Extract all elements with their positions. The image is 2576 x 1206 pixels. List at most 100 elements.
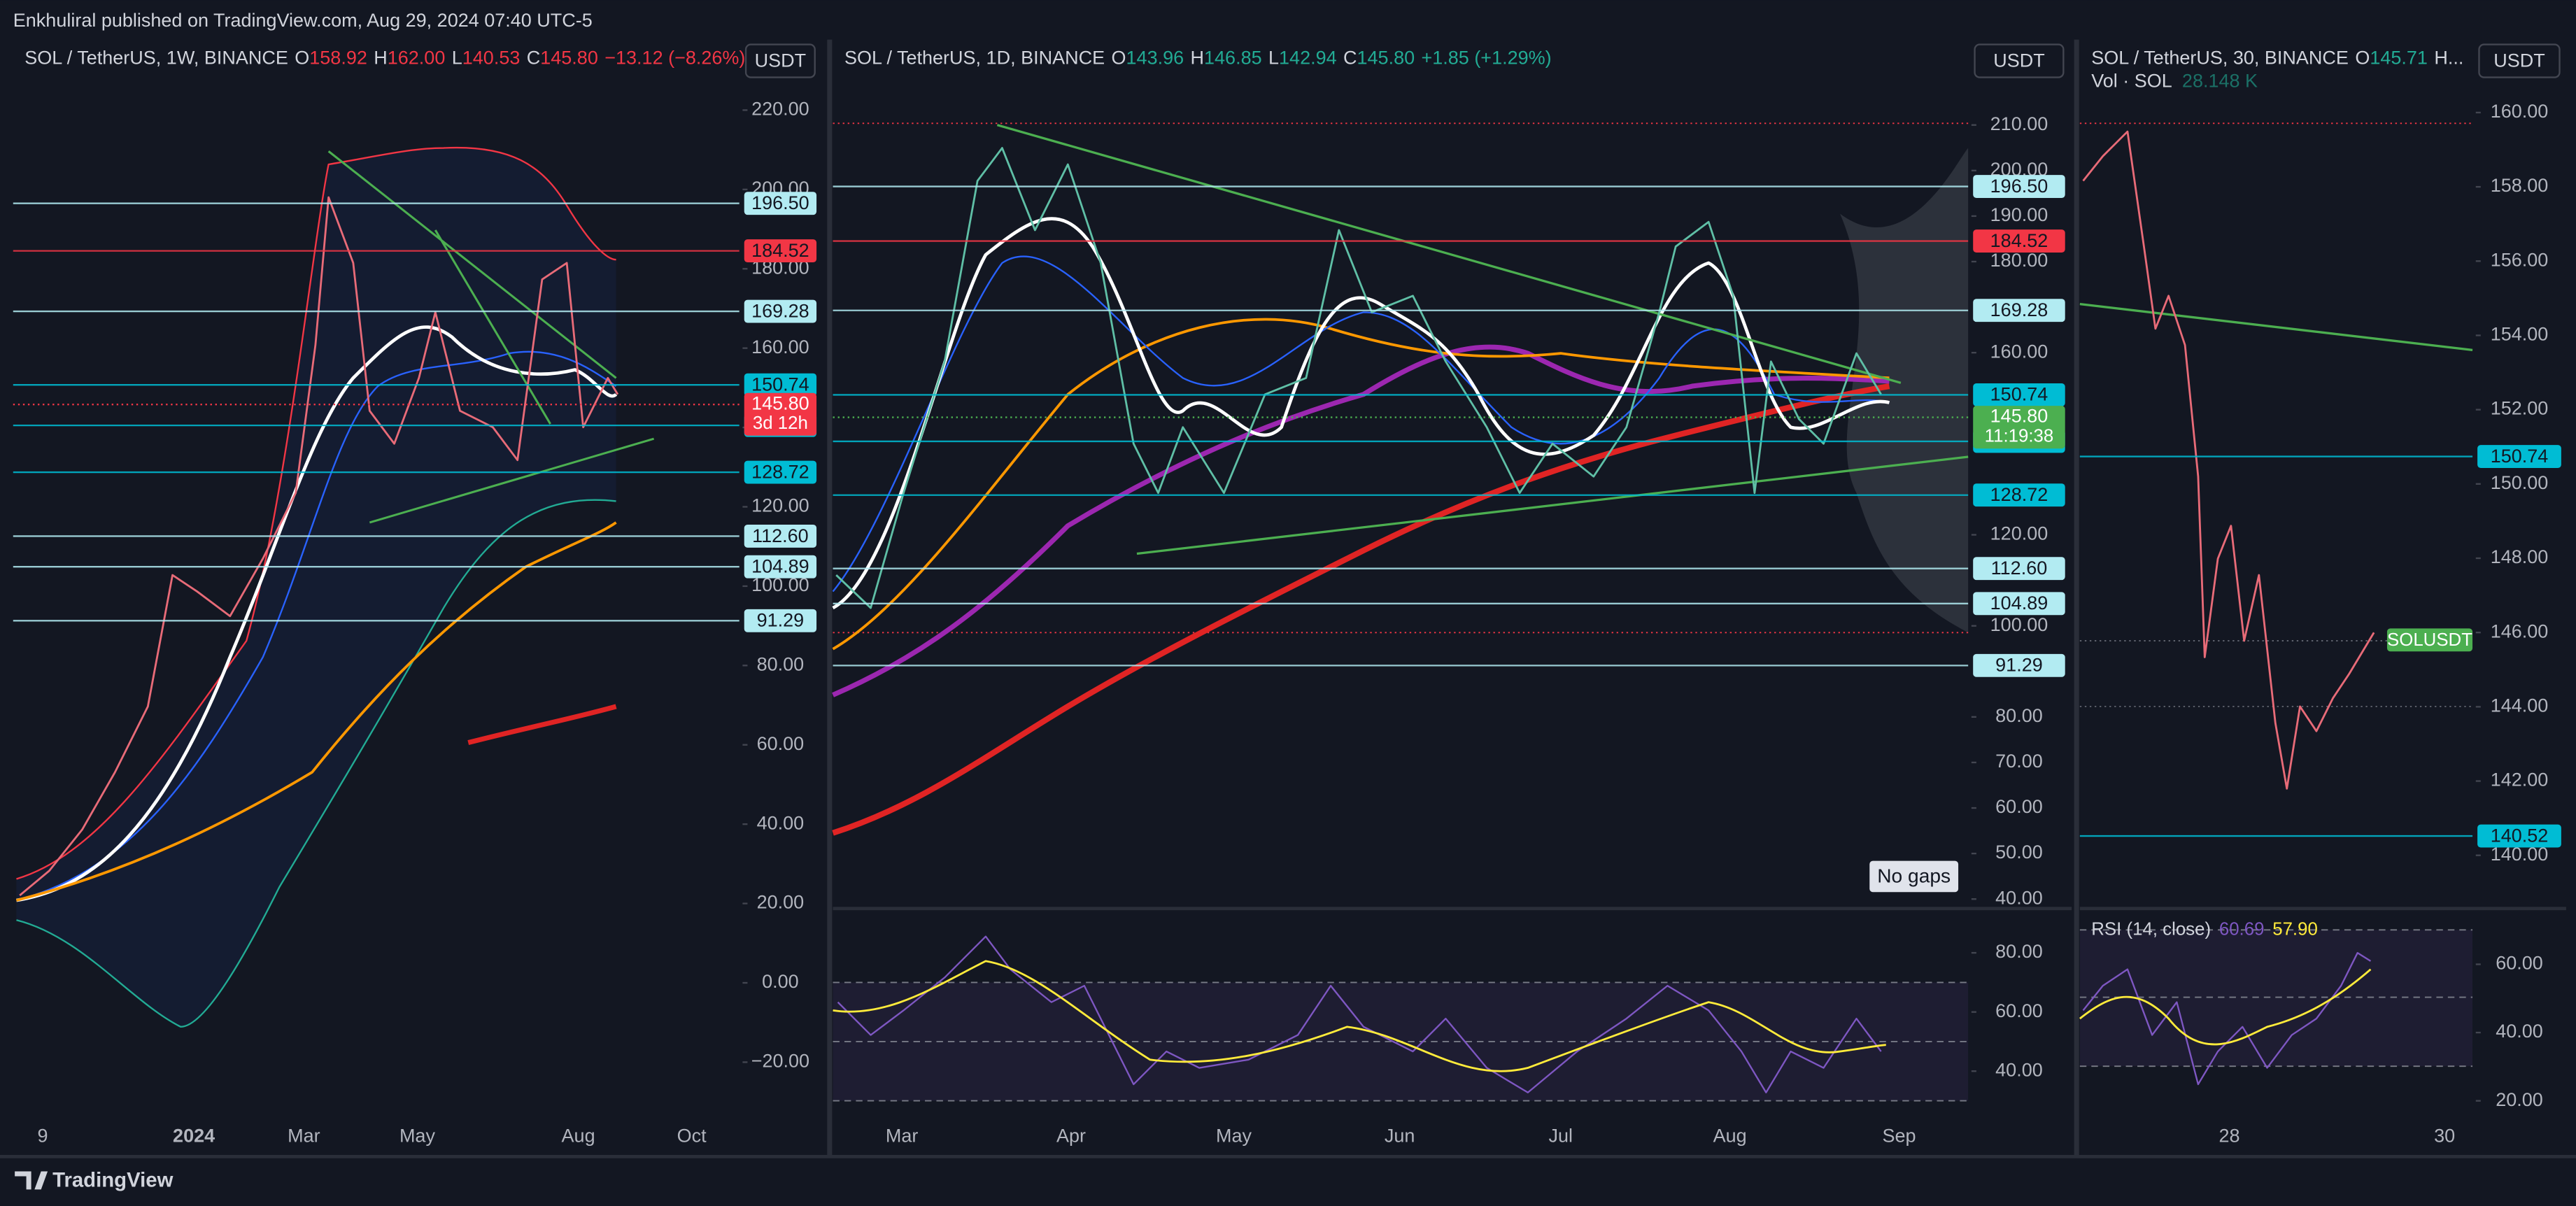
rsi-tick-label: 60.00: [2496, 953, 2543, 974]
rsi-ma: 57.90: [2272, 919, 2318, 939]
currency-box: [2478, 43, 2561, 78]
level-tag: 140.52: [2491, 825, 2549, 846]
rsi-tick-label: 60.00: [1995, 1000, 2043, 1021]
x-tick-label: Mar: [886, 1125, 919, 1146]
level-tag-bg: [2477, 824, 2561, 848]
ohlc-value: 145.71: [2370, 48, 2428, 69]
y-tick-label: 80.00: [1995, 705, 2043, 726]
y-tick-label: 40.00: [757, 812, 805, 833]
x-tick-label: 30: [2434, 1125, 2455, 1146]
y-tick-label: 160.00: [1990, 341, 2048, 362]
ohlc-key: H...: [2434, 48, 2463, 69]
currency: USDT: [755, 50, 807, 71]
x-tick-label: Jun: [1385, 1125, 1415, 1146]
level-tag-bg: [744, 299, 817, 323]
last-price-bg: [1973, 406, 2065, 449]
ohlc-key: C: [527, 48, 540, 69]
level-tag: 196.50: [751, 192, 809, 213]
x-tick-label: Sep: [1883, 1125, 1916, 1146]
level-tag-bg: [744, 555, 817, 579]
y-tick-label: 60.00: [1995, 796, 2043, 817]
x-tick-label: Oct: [677, 1125, 707, 1146]
volume-value: 28.148 K: [2182, 71, 2258, 92]
volume-header: Vol · SOL 28.148 K: [2091, 71, 2258, 92]
y-tick-label: 0.00: [762, 971, 799, 992]
level-tag: 169.28: [751, 300, 809, 321]
rsi-tick-label: 80.00: [1995, 941, 2043, 962]
brand: TradingView: [52, 1168, 173, 1191]
level-tag-bg: [1973, 175, 2065, 199]
y-tick-label: 120.00: [751, 495, 809, 516]
y-tick-label: 160.00: [2491, 101, 2549, 122]
symbol-header: SOL / TetherUS, 30, BINANCE O145.71 H...: [2091, 48, 2463, 69]
ohlc-key: O: [295, 48, 309, 69]
x-tick-label: Apr: [1056, 1125, 1086, 1146]
x-tick-label: Mar: [288, 1125, 320, 1146]
level-tag-bg: [2477, 445, 2561, 468]
level-tag: 169.28: [1990, 299, 2048, 320]
symbol: SOL / TetherUS, 1W, BINANCE: [24, 48, 288, 69]
rsi-tick-label: 40.00: [1995, 1059, 2043, 1080]
ohlc-key: C: [1343, 48, 1357, 69]
currency-box: [1974, 43, 2065, 78]
y-tick-label: 160.00: [751, 336, 809, 357]
x-tick-label: Aug: [1713, 1125, 1747, 1146]
x-tick-label: 9: [38, 1125, 48, 1146]
last-price: 145.80: [751, 392, 809, 413]
badge-bg: [1869, 860, 1959, 893]
publish-info: Enkhuliral published on TradingView.com,…: [13, 10, 593, 31]
level-tag: 128.72: [1990, 484, 2048, 505]
level-tag: 150.74: [1990, 384, 2048, 405]
symbol-tag-bg: [2386, 628, 2473, 652]
badge: No gaps: [1877, 865, 1951, 887]
currency: USDT: [2493, 50, 2545, 71]
ohlc-value: 158.92: [309, 48, 367, 69]
volume-label: Vol · SOL: [2091, 71, 2172, 92]
y-tick-label: 40.00: [1995, 887, 2043, 908]
level-tag-bg: [1973, 557, 2065, 581]
ohlc-key: L: [452, 48, 462, 69]
change: +1.85 (+1.29%): [1422, 48, 1552, 69]
last-price-bg: [744, 392, 817, 436]
rsi-value: 60.69: [2219, 919, 2265, 939]
level-tag: 91.29: [757, 610, 805, 631]
y-tick-label: 70.00: [1995, 751, 2043, 772]
y-tick-label: 190.00: [1990, 204, 2048, 225]
y-tick-label: 60.00: [757, 733, 805, 754]
y-tick-label: 100.00: [1990, 614, 2048, 635]
currency: USDT: [1993, 50, 2045, 71]
y-tick-label: 142.00: [2491, 769, 2549, 790]
ohlc-key: O: [1112, 48, 1126, 69]
level-tag: 104.89: [1990, 593, 2048, 613]
ohlc-value: 142.94: [1279, 48, 1337, 69]
symbol-header: SOL / TetherUS, 1W, BINANCE O158.92 H162.0…: [24, 48, 745, 69]
y-tick-label: −20.00: [751, 1051, 809, 1072]
level-tag: 150.74: [751, 374, 809, 395]
rsi-tick-label: 20.00: [2496, 1089, 2543, 1110]
y-tick-label: 150.00: [2491, 472, 2549, 493]
level-tag: 91.29: [1995, 655, 2043, 676]
x-tick-label: May: [1216, 1125, 1252, 1146]
level-tag-bg: [744, 239, 817, 263]
y-tick-label: 158.00: [2491, 175, 2549, 196]
level-tag: 112.60: [1991, 558, 2048, 579]
level-tag: 150.74: [2491, 446, 2549, 467]
x-tick-label: 2024: [173, 1125, 215, 1146]
y-tick-label: 220.00: [751, 99, 809, 120]
level-tag-bg: [1973, 299, 2065, 322]
level-tag-bg: [744, 192, 817, 215]
rsi-header: RSI (14, close) 60.69 57.90: [2091, 919, 2318, 939]
ohlc-value: 162.00: [388, 48, 446, 69]
level-tag-bg: [1973, 483, 2065, 507]
y-tick-label: 152.00: [2491, 398, 2549, 419]
ohlc-value: 146.85: [1204, 48, 1262, 69]
y-tick-label: 154.00: [2491, 324, 2549, 345]
y-tick-label: 20.00: [757, 892, 805, 913]
ohlc-value: 140.53: [462, 48, 521, 69]
y-tick-label: 144.00: [2491, 695, 2549, 716]
x-tick-label: Jul: [1549, 1125, 1573, 1146]
x-tick-label: May: [399, 1125, 436, 1146]
y-tick-label: 120.00: [1990, 523, 2048, 544]
change: −13.12 (−8.26%): [604, 48, 745, 69]
